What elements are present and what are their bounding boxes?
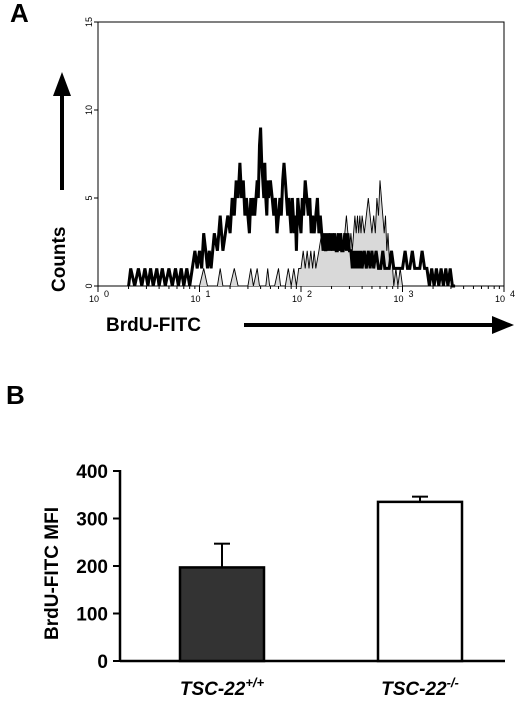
bar-y-tick-label: 100: [76, 605, 108, 626]
bar: [178, 566, 266, 663]
histogram-plot: [127, 127, 456, 288]
x-tick-exponent: 0: [104, 289, 109, 299]
histogram-y-ticks: 0 5 10 15: [84, 17, 98, 289]
histogram-x-axis-title: BrdU-FITC: [106, 315, 201, 336]
bar-series: [178, 495, 464, 663]
panel-letter-b: B: [6, 380, 25, 410]
histogram-y-axis-title: Counts: [49, 227, 70, 292]
bar-y-tick-label: 0: [97, 652, 108, 673]
y-axis-arrowhead: [53, 72, 71, 96]
x-tick-label: 10: [292, 294, 302, 304]
bar-category-labels: TSC-22+/+ TSC-22-/-: [180, 675, 459, 700]
bar-y-axis-title: BrdU-FITC MFI: [42, 507, 63, 640]
panel-a: A 0 5 10 15 10 0 10 1 10 2 10 3 10 4 Counts BrdU-FIT…: [10, 0, 515, 336]
x-tick-exponent: 3: [409, 289, 414, 299]
y-tick-label: 0: [84, 283, 94, 288]
x-tick-exponent: 1: [206, 289, 211, 299]
bar-y-tick-label: 300: [76, 510, 108, 531]
x-axis-arrowhead: [492, 316, 514, 334]
x-tick-label: 10: [190, 294, 200, 304]
bar: [376, 500, 464, 663]
y-tick-label: 5: [84, 195, 94, 200]
category-label: TSC-22-/-: [381, 675, 459, 700]
x-tick-label: 10: [393, 294, 403, 304]
y-tick-label: 10: [84, 105, 94, 115]
x-tick-label: 10: [89, 294, 99, 304]
bar-y-tick-label: 200: [76, 557, 108, 578]
x-tick-exponent: 2: [307, 289, 312, 299]
category-label: TSC-22+/+: [180, 675, 265, 700]
bar-y-ticks: 0 100 200 300 400: [76, 462, 120, 673]
y-tick-label: 15: [84, 17, 94, 27]
histogram-frame: [97, 21, 505, 287]
x-tick-exponent: 4: [510, 289, 515, 299]
black-histogram-line: [127, 127, 456, 288]
bar-y-tick-label: 400: [76, 462, 108, 483]
x-tick-label: 10: [495, 294, 505, 304]
panel-letter-a: A: [10, 0, 29, 28]
histogram-x-ticks: 10 0 10 1 10 2 10 3 10 4: [89, 286, 515, 304]
panel-b: B 0 100 200 300 400 TSC-22+/+ TSC-22-/- BrdU-…: [6, 380, 505, 700]
